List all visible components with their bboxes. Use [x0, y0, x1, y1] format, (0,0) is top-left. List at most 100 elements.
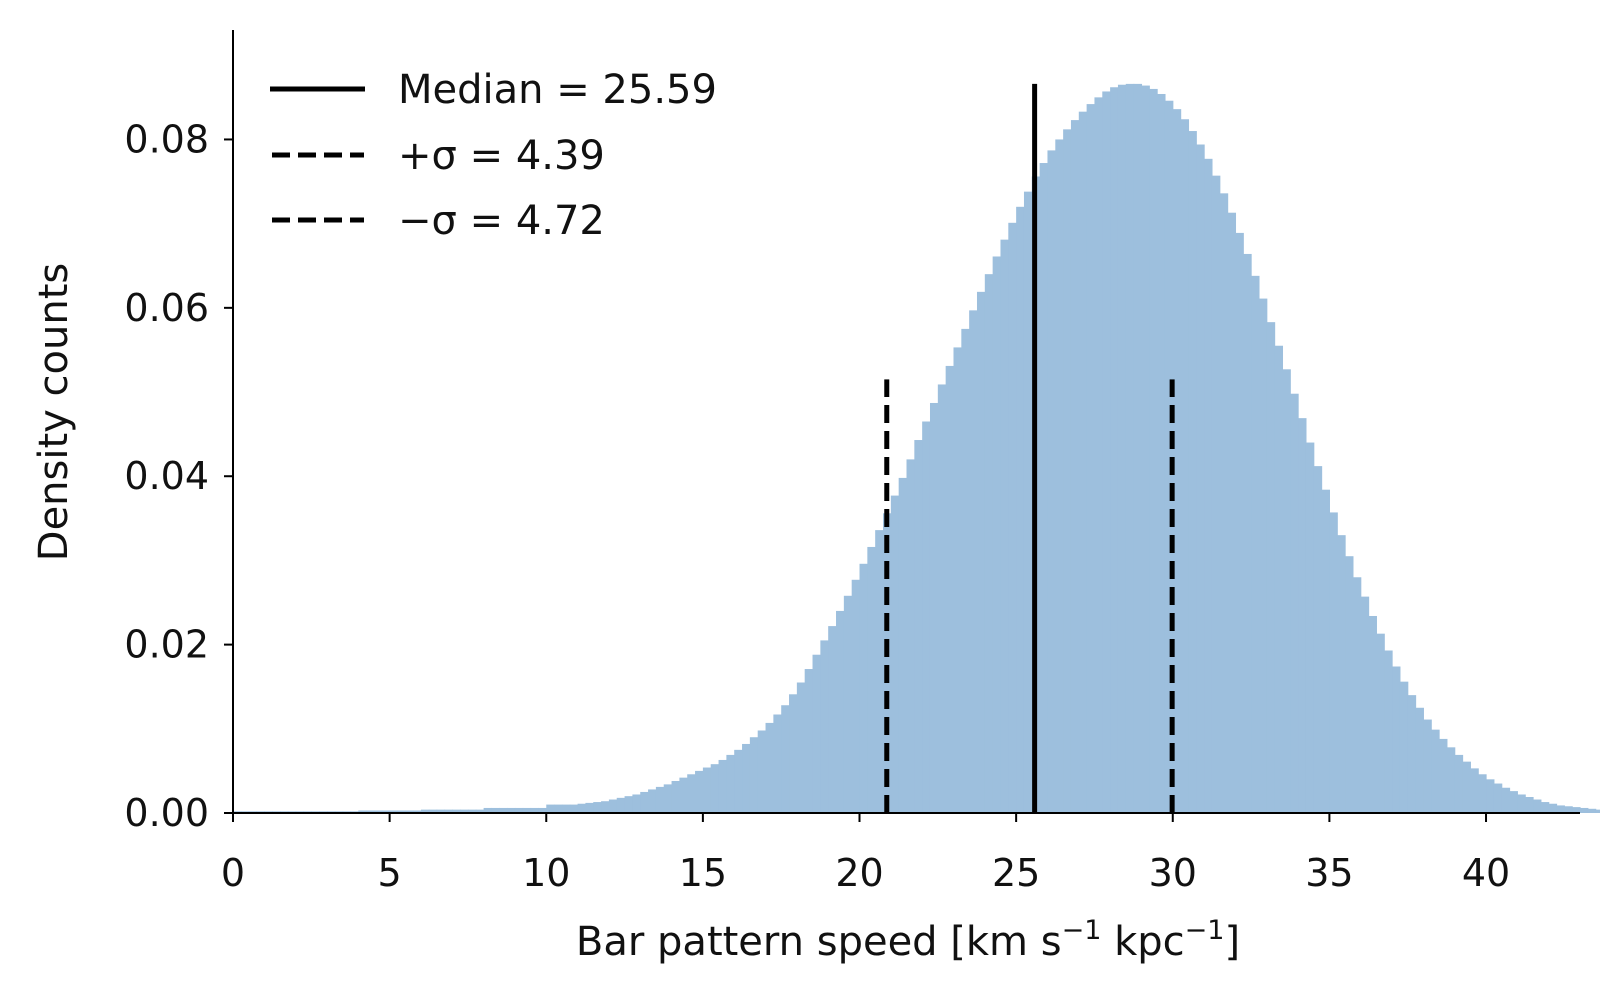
histogram-bar [953, 347, 962, 813]
histogram-bar [1392, 666, 1401, 813]
histogram-bar [483, 807, 493, 813]
histogram-bar [1368, 615, 1377, 813]
histogram-bar [1258, 298, 1268, 814]
histogram-bar [1478, 774, 1487, 813]
histogram-bar [1235, 232, 1244, 814]
histogram-bar [1572, 807, 1581, 813]
histogram-bar [1078, 111, 1088, 814]
x-axis-title-sup-1: −1 [1062, 915, 1102, 946]
histogram-bar [1251, 275, 1260, 813]
histogram-bar [1243, 253, 1252, 813]
histogram-bar [428, 809, 438, 813]
histogram-bars [233, 83, 1600, 814]
histogram-bar [1274, 345, 1284, 813]
histogram-bar [742, 743, 751, 813]
histogram-bar [593, 802, 602, 813]
histogram-bar [1110, 87, 1119, 814]
histogram-bar [702, 767, 712, 813]
x-axis-title-sup-2: −1 [1185, 915, 1225, 946]
histogram-bar [1525, 797, 1534, 813]
histogram-bar [1102, 91, 1111, 813]
histogram-bar [867, 546, 876, 813]
histogram-bar [804, 669, 814, 813]
histogram-bar [1533, 799, 1542, 813]
histogram-bar [1117, 84, 1127, 813]
histogram-bar [749, 737, 759, 813]
histogram-bar [608, 799, 618, 813]
histogram-bar [1298, 418, 1307, 813]
histogram-bar [1556, 805, 1565, 813]
x-tick-label: 10 [522, 851, 570, 895]
histogram-bar [460, 809, 469, 813]
histogram-bar [522, 807, 532, 813]
histogram-bar [937, 384, 947, 813]
y-tick-label: 0.06 [124, 286, 209, 330]
histogram-bar [1548, 803, 1558, 813]
histogram-bar [1070, 120, 1080, 813]
histogram-bar [914, 440, 923, 813]
histogram-bar [789, 694, 798, 813]
histogram-bar [1023, 191, 1033, 813]
histogram-bar [1125, 83, 1135, 814]
histogram-bar [405, 810, 414, 813]
histogram-bar [961, 328, 970, 813]
histogram-bar [1580, 807, 1589, 813]
histogram-bar [1431, 729, 1440, 813]
legend-minus-sigma-label: −σ = 4.72 [398, 198, 605, 244]
histogram-bar [1047, 150, 1056, 813]
histogram-bar [569, 804, 579, 813]
histogram-bar [820, 640, 829, 813]
histogram-bar [561, 804, 571, 813]
histogram-bar [467, 809, 477, 813]
histogram-bar [726, 754, 735, 813]
y-axis-ticks: 0.00 0.02 0.04 0.06 0.08 [124, 117, 233, 835]
x-axis-ticks: 0 5 10 15 20 25 30 35 40 [221, 813, 1510, 895]
histogram-bar [601, 801, 610, 813]
histogram-bar [1204, 158, 1213, 813]
histogram-bar [679, 777, 688, 813]
histogram-bar [1595, 809, 1600, 813]
histogram-bar [397, 810, 406, 813]
histogram-bar [381, 810, 391, 813]
x-axis-title-part-2: kpc [1101, 919, 1184, 965]
axes [232, 30, 1580, 814]
histogram-bar [1439, 738, 1448, 813]
histogram-bar [757, 730, 767, 813]
histogram-bar [1384, 650, 1393, 813]
x-tick-label: 35 [1305, 851, 1353, 895]
histogram-bar [640, 791, 649, 813]
histogram-bar [1008, 222, 1017, 813]
histogram-bar [718, 759, 727, 813]
histogram-bar [538, 807, 547, 813]
histogram-bar [1423, 719, 1432, 813]
histogram-bar [1470, 768, 1479, 813]
histogram-bar [373, 810, 383, 813]
histogram-bar [546, 804, 555, 813]
histogram-bar [1454, 754, 1464, 813]
x-axis-title-part-1: Bar pattern speed [km s [576, 919, 1062, 965]
histogram-bar [554, 804, 563, 813]
legend-plus-sigma-label: +σ = 4.39 [398, 133, 605, 179]
histogram-bar [530, 807, 540, 813]
histogram-bar [1039, 163, 1049, 813]
x-tick-label: 0 [221, 851, 245, 895]
histogram-bar [929, 402, 939, 813]
histogram-bar [695, 770, 704, 813]
histogram-bar [499, 807, 508, 813]
histogram-bar [976, 291, 986, 814]
histogram-bar [1305, 442, 1315, 813]
histogram-bar [828, 626, 837, 813]
histogram-bar [992, 256, 1002, 813]
histogram-bar [1540, 802, 1550, 813]
histogram-bar [452, 809, 461, 813]
histogram-bar [389, 810, 399, 813]
histogram-bar [1352, 577, 1362, 813]
histogram-bar [922, 421, 931, 813]
histogram-bar [1290, 393, 1299, 813]
histogram-bar [969, 310, 978, 813]
histogram-bar [1376, 633, 1385, 813]
histogram-bar [851, 579, 861, 813]
histogram-bar [1321, 489, 1330, 813]
